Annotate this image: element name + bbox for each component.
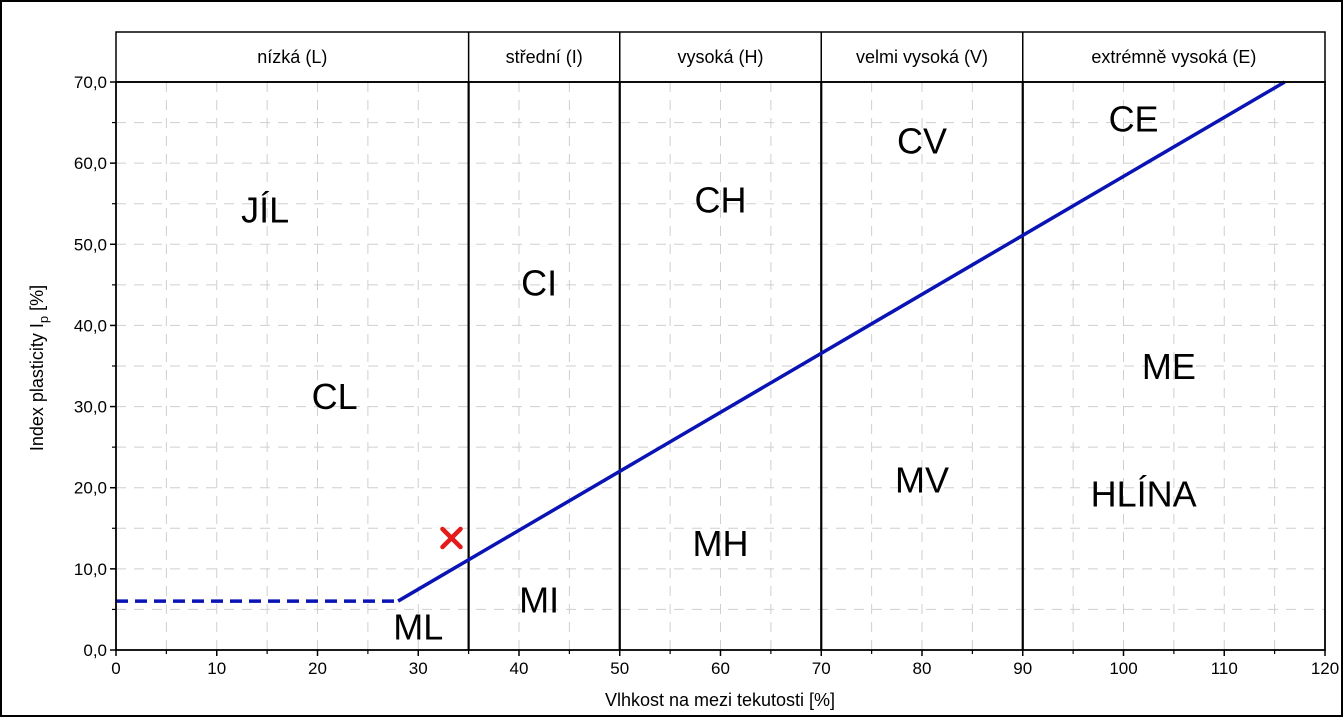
y-tick-label: 20,0 [74,479,107,498]
y-axis-title-main: Index plasticity I [27,323,47,451]
x-tick-label: 80 [913,659,932,678]
x-axis-title: Vlhkost na mezi tekutosti [%] [605,690,835,710]
dividers [467,82,1024,650]
region-label: HLÍNA [1091,473,1197,514]
y-axis-title: Index plasticity Ip [%] [27,285,51,451]
x-tick-label: 70 [812,659,831,678]
y-axis-ticks: 0,0 10,0 20,0 30,0 40,0 50,0 60,0 70,0 [74,73,116,660]
x-tick-label: 60 [711,659,730,678]
band-header-box [115,31,1326,83]
y-tick-label: 0,0 [83,641,107,660]
x-axis-ticks: 0 10 20 30 40 50 60 70 80 90 100 110 120 [111,650,1339,678]
region-label: CE [1109,99,1159,140]
band-label: vysoká (H) [677,47,763,67]
region-label: ME [1142,346,1196,387]
region-label: MV [895,460,949,501]
x-tick-label: 120 [1311,659,1339,678]
band-label: nízká (L) [257,47,327,67]
region-label: MI [519,580,559,621]
y-tick-label: 10,0 [74,560,107,579]
y-axis-title-sub: p [36,316,51,323]
sample-point-marker [440,526,463,550]
x-tick-label: 30 [409,659,428,678]
x-tick-label: 110 [1211,659,1238,678]
region-label: ML [393,606,443,647]
region-label: JÍL [241,189,289,230]
y-tick-label: 30,0 [74,398,107,417]
x-tick-label: 0 [111,659,120,678]
series-lines [116,80,1286,603]
x-tick-label: 90 [1013,659,1032,678]
region-label: CH [695,180,747,221]
a-line [397,80,1286,603]
marker [440,526,463,550]
region-label: MH [693,523,749,564]
x-tick-label: 100 [1109,659,1137,678]
x-tick-label: 20 [308,659,327,678]
x-tick-label: 40 [510,659,529,678]
region-label: CL [312,376,358,417]
y-tick-label: 50,0 [74,235,107,254]
band-label: velmi vysoká (V) [856,47,988,67]
band-header: nízká (L) střední (I) vysoká (H) velmi vyso… [115,31,1326,83]
band-label: extrémně vysoká (E) [1091,47,1256,67]
band-label: střední (I) [506,47,583,67]
y-tick-label: 70,0 [74,73,107,92]
region-label: CV [897,120,947,161]
y-tick-label: 60,0 [74,154,107,173]
x-tick-label: 10 [207,659,226,678]
region-labels: JÍL CL ML CI MI CH MH CV MV CE ME HLÍNA [241,99,1197,648]
x-tick-label: 50 [610,659,629,678]
y-tick-label: 40,0 [74,316,107,335]
region-label: CI [521,262,557,303]
y-axis-title-unit: [%] [27,285,47,316]
